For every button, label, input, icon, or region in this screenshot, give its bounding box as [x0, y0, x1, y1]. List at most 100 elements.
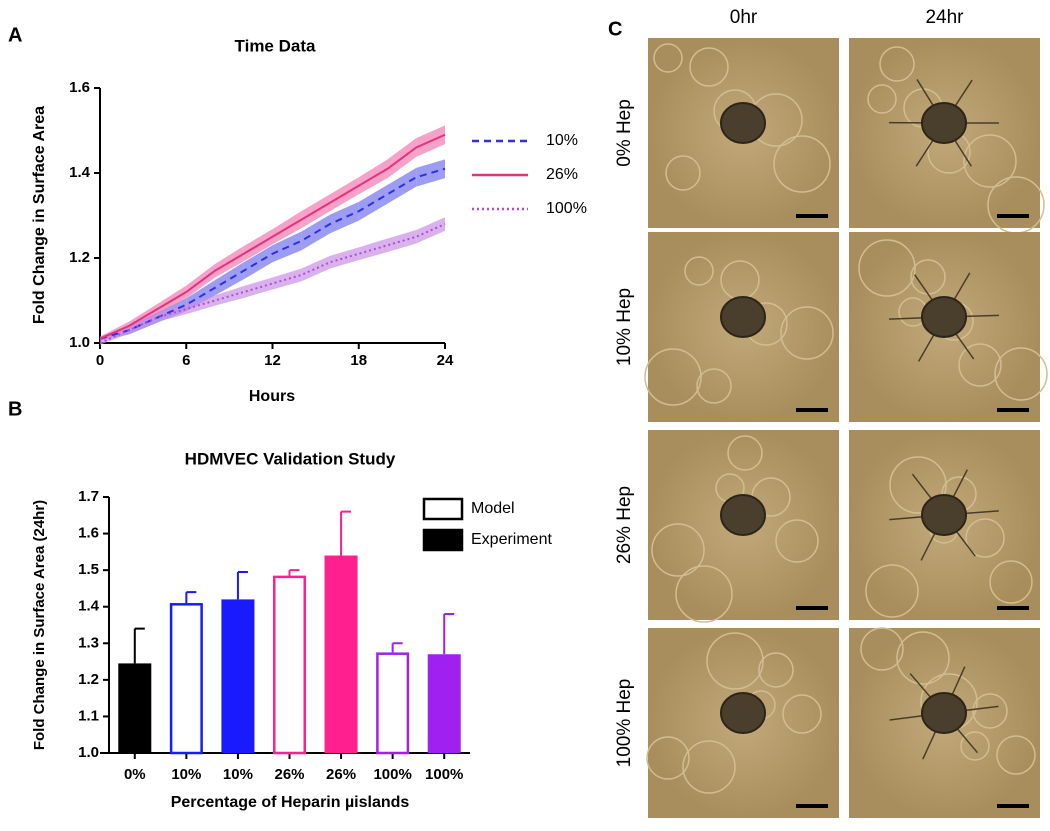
bubble — [867, 84, 897, 114]
error-band — [330, 201, 359, 234]
chart-title: HDMVEC Validation Study — [185, 449, 396, 468]
error-band — [128, 313, 158, 334]
bubble — [889, 456, 947, 514]
y-tick-label: 1.7 — [78, 488, 99, 505]
row-label: 0% Hep — [614, 99, 635, 167]
x-tick-label: 100% — [373, 766, 411, 783]
error-bar — [443, 613, 455, 655]
bar — [427, 654, 461, 753]
x-tick-label: 12 — [264, 352, 281, 369]
line — [99, 133, 446, 340]
error-band — [186, 295, 215, 315]
bubble — [646, 736, 690, 780]
y-tick-label: 1.6 — [78, 525, 99, 542]
bubble — [782, 694, 822, 734]
y-tick-label: 1.3 — [78, 634, 99, 651]
bar — [272, 575, 307, 755]
x-tick-label: 26% — [274, 766, 304, 783]
y-tick-label: 1.2 — [78, 671, 99, 688]
y-tick-label: 1.0 — [69, 334, 90, 351]
spheroid — [720, 102, 766, 144]
bar — [376, 652, 410, 755]
line — [99, 167, 446, 340]
y-tick-label: 1.1 — [78, 707, 99, 724]
x-axis-label: Hours — [249, 388, 295, 405]
panel-label: B — [8, 398, 22, 420]
x-tick-label: 0% — [124, 766, 146, 783]
bubble — [773, 135, 831, 193]
error-band — [243, 245, 273, 280]
bubble — [972, 693, 1008, 729]
bar — [221, 599, 255, 753]
y-axis-label: Fold Change in Surface Area — [31, 106, 48, 324]
error-bar — [236, 570, 248, 600]
bubble — [865, 564, 919, 618]
y-tick-label: 1.0 — [78, 744, 99, 761]
x-tick-label: 10% — [223, 766, 253, 783]
bubble — [653, 43, 683, 73]
bubble — [696, 368, 732, 404]
y-tick-label: 1.4 — [78, 598, 100, 615]
x-tick-label: 26% — [326, 766, 356, 783]
bubble — [960, 731, 990, 761]
bubble — [775, 519, 819, 563]
spheroid — [921, 296, 967, 338]
spheroid — [720, 296, 766, 338]
x-tick-label: 6 — [182, 352, 190, 369]
spheroid — [720, 692, 766, 734]
legend-swatch — [422, 497, 464, 521]
bubble — [989, 560, 1033, 604]
column-label: 0hr — [730, 7, 758, 28]
bubble — [689, 47, 729, 87]
y-tick-label: 1.6 — [69, 79, 90, 96]
x-tick-label: 0 — [96, 352, 104, 369]
bar — [169, 603, 203, 755]
bubble — [994, 347, 1048, 401]
x-tick-label: 18 — [350, 352, 367, 369]
spheroid — [720, 494, 766, 536]
bubble — [996, 735, 1036, 775]
spheroid — [921, 692, 967, 734]
error-band — [215, 262, 244, 296]
spheroid — [921, 102, 967, 144]
bar — [324, 555, 358, 753]
bubble — [858, 239, 916, 297]
x-tick-label: 10% — [171, 766, 201, 783]
error-bar — [185, 591, 197, 604]
error-bar — [288, 569, 300, 576]
error-bar — [133, 627, 145, 664]
legend-label: 26% — [546, 166, 578, 183]
bubble — [860, 627, 904, 671]
legend-label: 10% — [546, 132, 578, 149]
error-band — [272, 268, 302, 290]
x-tick-label: 24 — [437, 352, 454, 369]
row-label: 10% Hep — [614, 288, 635, 366]
y-tick-label: 1.4 — [69, 164, 91, 181]
bubble — [780, 306, 834, 360]
bubble — [758, 652, 794, 688]
bubble — [879, 46, 915, 82]
legend-label: Model — [471, 500, 515, 517]
chart-title: Time Data — [235, 36, 316, 55]
bubble — [651, 523, 705, 577]
bubble — [706, 632, 764, 690]
error-band — [387, 229, 417, 253]
error-bar — [391, 642, 403, 653]
y-tick-label: 1.5 — [78, 561, 99, 578]
bubble — [896, 631, 950, 685]
y-tick-label: 1.2 — [69, 249, 90, 266]
x-axis-label: Percentage of Heparin µislands — [171, 794, 410, 811]
bubble — [675, 565, 733, 623]
error-band — [416, 217, 445, 244]
legend-label: 100% — [546, 200, 587, 217]
bubble — [727, 435, 763, 471]
legend-swatch — [422, 528, 464, 552]
panel-label: A — [8, 24, 22, 46]
column-label: 24hr — [925, 7, 964, 28]
bubble — [965, 518, 1005, 558]
error-bar — [340, 510, 352, 556]
bubble — [665, 155, 701, 191]
error-band — [330, 247, 359, 269]
error-band — [243, 277, 273, 298]
